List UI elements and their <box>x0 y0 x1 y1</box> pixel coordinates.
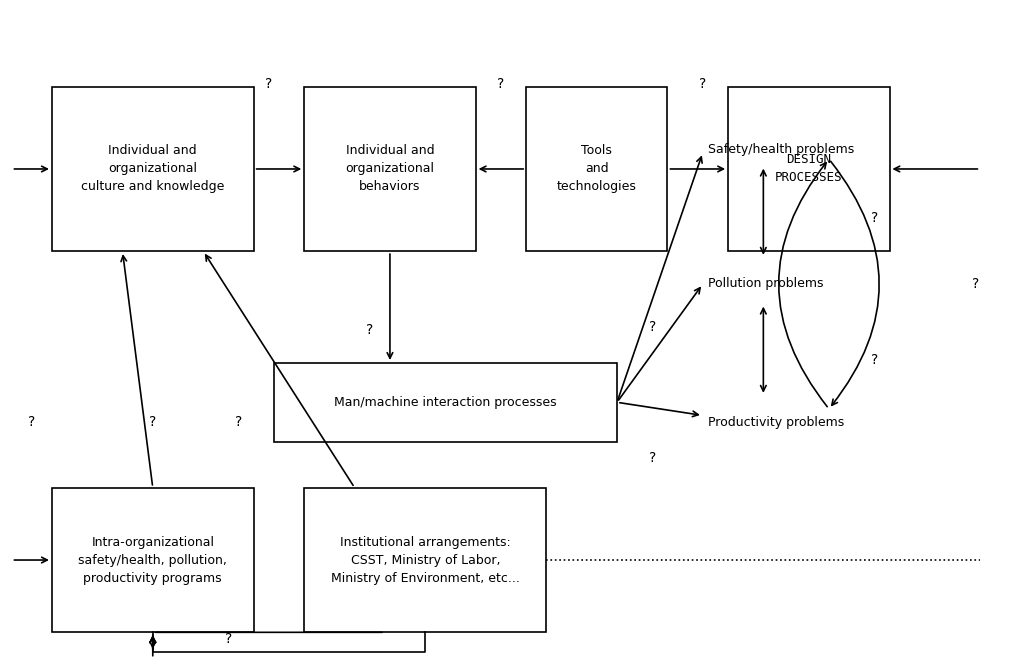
Text: ?: ? <box>28 415 35 429</box>
FancyBboxPatch shape <box>52 87 254 251</box>
FancyBboxPatch shape <box>274 363 617 442</box>
Text: Man/machine interaction processes: Man/machine interaction processes <box>334 396 556 409</box>
Text: Institutional arrangements:
CSST, Ministry of Labor,
Ministry of Environment, et: Institutional arrangements: CSST, Minist… <box>331 535 520 585</box>
Text: ?: ? <box>235 415 242 429</box>
FancyBboxPatch shape <box>304 488 546 632</box>
Text: ?: ? <box>648 451 655 465</box>
Text: Individual and
organizational
behaviors: Individual and organizational behaviors <box>345 145 434 193</box>
Text: ?: ? <box>496 77 504 90</box>
Text: Intra-organizational
safety/health, pollution,
productivity programs: Intra-organizational safety/health, poll… <box>78 535 227 585</box>
FancyBboxPatch shape <box>526 87 667 251</box>
Text: Productivity problems: Productivity problems <box>707 416 843 428</box>
Text: ?: ? <box>699 77 706 90</box>
FancyBboxPatch shape <box>304 87 475 251</box>
Text: ?: ? <box>869 352 878 366</box>
Text: ?: ? <box>265 77 272 90</box>
Text: ?: ? <box>648 319 655 334</box>
Text: Safety/health problems: Safety/health problems <box>707 143 853 156</box>
Text: ?: ? <box>149 415 157 429</box>
Text: ?: ? <box>366 323 373 337</box>
Text: ?: ? <box>869 211 878 225</box>
Text: Individual and
organizational
culture and knowledge: Individual and organizational culture an… <box>81 145 224 193</box>
Text: ?: ? <box>971 277 978 291</box>
Text: Pollution problems: Pollution problems <box>707 277 823 290</box>
Text: Tools
and
technologies: Tools and technologies <box>556 145 636 193</box>
FancyBboxPatch shape <box>727 87 889 251</box>
FancyBboxPatch shape <box>52 488 254 632</box>
Text: ?: ? <box>224 632 232 646</box>
Text: DESIGN
PROCESSES: DESIGN PROCESSES <box>774 154 842 185</box>
